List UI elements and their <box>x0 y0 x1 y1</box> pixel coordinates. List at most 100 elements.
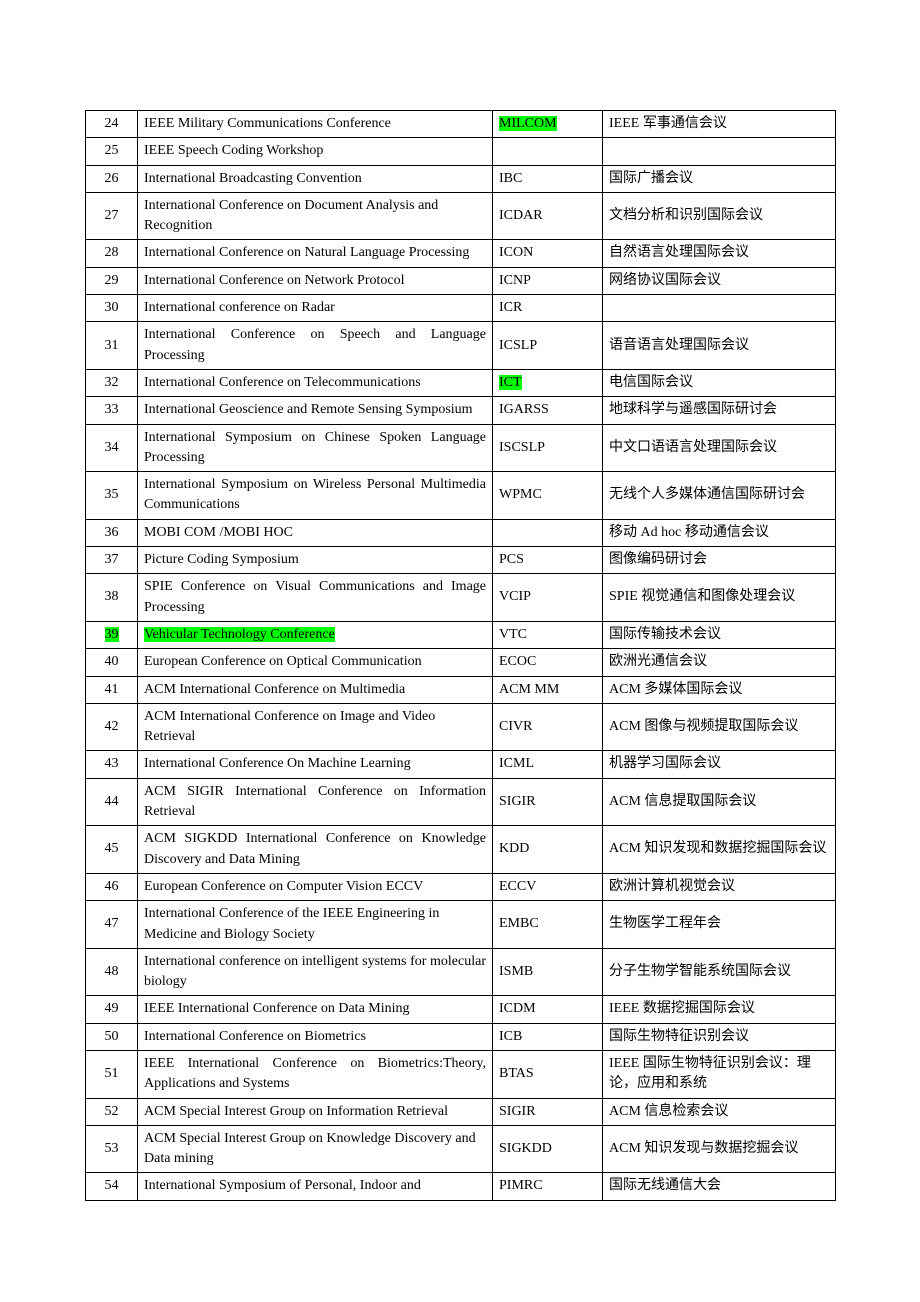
conference-name-en: International Conference on Document Ana… <box>138 192 493 240</box>
row-number: 39 <box>86 621 138 648</box>
conference-abbrev: SIGKDD <box>493 1125 603 1173</box>
conference-abbrev: SIGIR <box>493 1098 603 1125</box>
conference-name-en: SPIE Conference on Visual Communications… <box>138 574 493 622</box>
conference-abbrev: ECOC <box>493 649 603 676</box>
conference-name-en: International Broadcasting Convention <box>138 165 493 192</box>
table-row: 44ACM SIGIR International Conference on … <box>86 778 836 826</box>
row-number: 35 <box>86 472 138 520</box>
conference-abbrev <box>493 519 603 546</box>
table-row: 51IEEE International Conference on Biome… <box>86 1050 836 1098</box>
conference-name-zh: SPIE 视觉通信和图像处理会议 <box>603 574 836 622</box>
row-number: 40 <box>86 649 138 676</box>
conference-name-en: International Conference of the IEEE Eng… <box>138 901 493 949</box>
conference-name-zh: ACM 图像与视频提取国际会议 <box>603 703 836 751</box>
row-number: 46 <box>86 873 138 900</box>
table-row: 31International Conference on Speech and… <box>86 322 836 370</box>
row-number: 31 <box>86 322 138 370</box>
row-number: 48 <box>86 948 138 996</box>
table-body: 24IEEE Military Communications Conferenc… <box>86 111 836 1201</box>
row-number: 32 <box>86 369 138 396</box>
row-number: 51 <box>86 1050 138 1098</box>
conference-name-zh: IEEE 国际生物特征识别会议：理论，应用和系统 <box>603 1050 836 1098</box>
conference-name-en: IEEE Military Communications Conference <box>138 111 493 138</box>
table-row: 24IEEE Military Communications Conferenc… <box>86 111 836 138</box>
conference-name-en: Vehicular Technology Conference <box>138 621 493 648</box>
conference-name-zh: 国际广播会议 <box>603 165 836 192</box>
conference-abbrev: WPMC <box>493 472 603 520</box>
table-row: 34International Symposium on Chinese Spo… <box>86 424 836 472</box>
conference-abbrev: ICR <box>493 295 603 322</box>
row-number: 37 <box>86 547 138 574</box>
table-row: 29International Conference on Network Pr… <box>86 267 836 294</box>
conference-name-zh: 文档分析和识别国际会议 <box>603 192 836 240</box>
table-row: 48International conference on intelligen… <box>86 948 836 996</box>
row-number: 30 <box>86 295 138 322</box>
conference-name-en: European Conference on Computer Vision E… <box>138 873 493 900</box>
conference-name-en: IEEE International Conference on Biometr… <box>138 1050 493 1098</box>
row-number: 47 <box>86 901 138 949</box>
conference-abbrev: EMBC <box>493 901 603 949</box>
table-row: 37Picture Coding SymposiumPCS图像编码研讨会 <box>86 547 836 574</box>
conference-name-en: ACM Special Interest Group on Knowledge … <box>138 1125 493 1173</box>
row-number: 44 <box>86 778 138 826</box>
conference-abbrev: ECCV <box>493 873 603 900</box>
conference-abbrev: ICDM <box>493 996 603 1023</box>
table-row: 43International Conference On Machine Le… <box>86 751 836 778</box>
conference-name-zh: 国际无线通信大会 <box>603 1173 836 1200</box>
table-row: 26International Broadcasting ConventionI… <box>86 165 836 192</box>
row-number: 45 <box>86 826 138 874</box>
conference-name-en: International Conference On Machine Lear… <box>138 751 493 778</box>
table-row: 53ACM Special Interest Group on Knowledg… <box>86 1125 836 1173</box>
conference-name-zh: 机器学习国际会议 <box>603 751 836 778</box>
table-row: 42ACM International Conference on Image … <box>86 703 836 751</box>
table-row: 52ACM Special Interest Group on Informat… <box>86 1098 836 1125</box>
conference-abbrev: ICON <box>493 240 603 267</box>
row-number: 54 <box>86 1173 138 1200</box>
conference-name-en: ACM Special Interest Group on Informatio… <box>138 1098 493 1125</box>
table-row: 47International Conference of the IEEE E… <box>86 901 836 949</box>
conference-abbrev: ACM MM <box>493 676 603 703</box>
conference-name-en: ACM International Conference on Multimed… <box>138 676 493 703</box>
conference-abbrev: ICSLP <box>493 322 603 370</box>
row-number: 43 <box>86 751 138 778</box>
conference-abbrev: SIGIR <box>493 778 603 826</box>
table-row: 27International Conference on Document A… <box>86 192 836 240</box>
table-row: 41ACM International Conference on Multim… <box>86 676 836 703</box>
table-row: 45ACM SIGKDD International Conference on… <box>86 826 836 874</box>
conference-name-zh: 地球科学与遥感国际研讨会 <box>603 397 836 424</box>
row-number: 33 <box>86 397 138 424</box>
conference-name-zh: 国际传输技术会议 <box>603 621 836 648</box>
conference-name-zh: 欧洲光通信会议 <box>603 649 836 676</box>
conference-name-zh: 欧洲计算机视觉会议 <box>603 873 836 900</box>
table-row: 54International Symposium of Personal, I… <box>86 1173 836 1200</box>
table-row: 32International Conference on Telecommun… <box>86 369 836 396</box>
conference-abbrev: ISMB <box>493 948 603 996</box>
conference-abbrev: ICML <box>493 751 603 778</box>
conference-name-zh: 网络协议国际会议 <box>603 267 836 294</box>
conference-name-zh: 生物医学工程年会 <box>603 901 836 949</box>
conference-name-en: International Conference on Network Prot… <box>138 267 493 294</box>
table-row: 30International conference on RadarICR <box>86 295 836 322</box>
conference-abbrev: ISCSLP <box>493 424 603 472</box>
conference-abbrev: IGARSS <box>493 397 603 424</box>
row-number: 50 <box>86 1023 138 1050</box>
row-number: 36 <box>86 519 138 546</box>
conference-name-zh: ACM 信息检索会议 <box>603 1098 836 1125</box>
row-number: 24 <box>86 111 138 138</box>
conference-abbrev: CIVR <box>493 703 603 751</box>
conference-abbrev: IBC <box>493 165 603 192</box>
conference-name-en: International Symposium of Personal, Ind… <box>138 1173 493 1200</box>
table-row: 25IEEE Speech Coding Workshop <box>86 138 836 165</box>
conference-name-zh: 自然语言处理国际会议 <box>603 240 836 267</box>
table-row: 39Vehicular Technology ConferenceVTC国际传输… <box>86 621 836 648</box>
conference-abbrev: ICB <box>493 1023 603 1050</box>
conference-name-en: ACM International Conference on Image an… <box>138 703 493 751</box>
conference-name-en: International Symposium on Wireless Pers… <box>138 472 493 520</box>
row-number: 25 <box>86 138 138 165</box>
conference-name-zh: 电信国际会议 <box>603 369 836 396</box>
conference-name-en: International Conference on Speech and L… <box>138 322 493 370</box>
row-number: 29 <box>86 267 138 294</box>
conference-name-zh: 图像编码研讨会 <box>603 547 836 574</box>
conference-name-zh: 分子生物学智能系统国际会议 <box>603 948 836 996</box>
row-number: 41 <box>86 676 138 703</box>
